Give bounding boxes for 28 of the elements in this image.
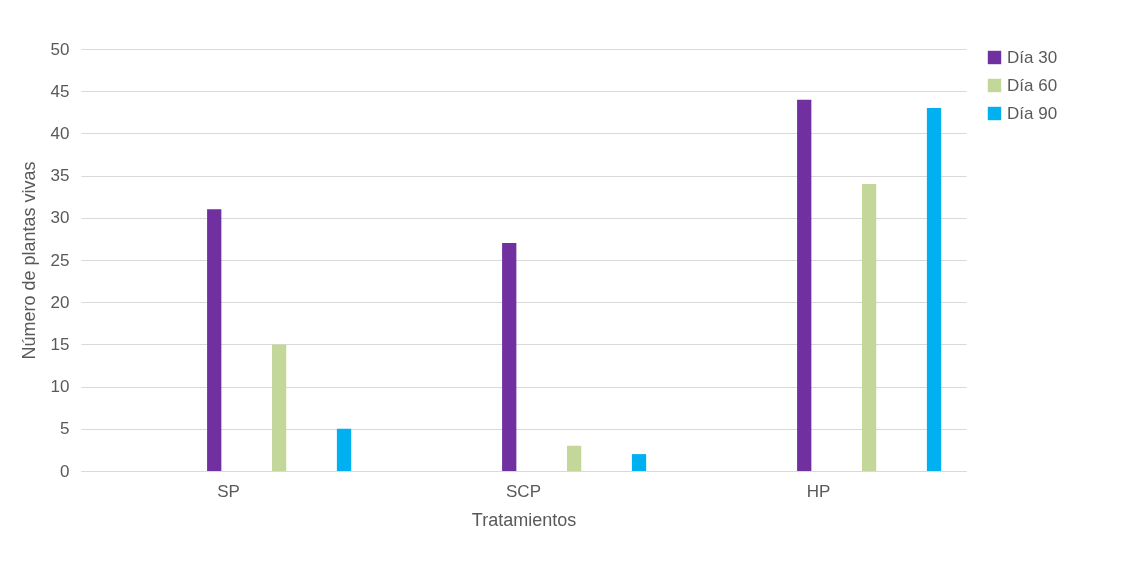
legend-label: Día 60 (1007, 75, 1058, 95)
y-tick-label: 20 (50, 292, 70, 312)
y-tick-label: 45 (50, 81, 70, 101)
x-axis-title: Tratamientos (471, 509, 577, 530)
x-tick-label: SP (217, 481, 240, 501)
y-tick-label: 5 (60, 419, 70, 439)
bar (566, 445, 582, 471)
bar (336, 428, 352, 471)
legend-label: Día 90 (1007, 103, 1058, 123)
y-tick-label: 30 (50, 208, 70, 228)
y-tick-label: 0 (60, 461, 70, 481)
y-tick-label: 10 (50, 377, 70, 397)
x-tick-label: SCP (506, 481, 541, 501)
y-tick-label: 50 (50, 39, 70, 59)
x-tick-label: HP (806, 481, 831, 501)
y-tick-label: 15 (50, 334, 70, 354)
bar (271, 344, 287, 471)
bar (797, 99, 812, 471)
bar (926, 108, 942, 471)
bar (861, 184, 877, 471)
y-tick-label: 40 (50, 123, 70, 143)
y-tick-label: 25 (50, 250, 70, 270)
bar (207, 209, 222, 471)
bar (631, 454, 647, 471)
y-tick-label: 35 (50, 166, 70, 186)
bar (502, 243, 517, 471)
legend-label: Día 30 (1007, 47, 1058, 67)
y-axis-title: Número de plantas vivas (18, 161, 39, 360)
